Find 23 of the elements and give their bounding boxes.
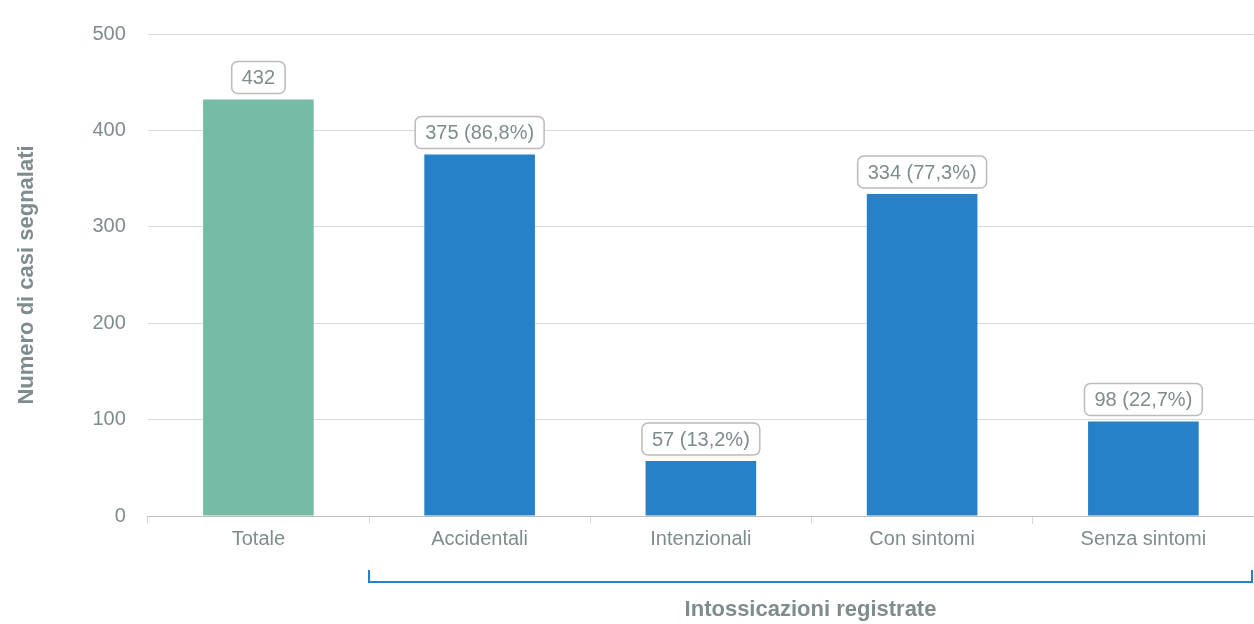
x-tick-label: Intenzionali	[650, 526, 752, 549]
data-label: 334 (77,3%)	[867, 160, 977, 183]
data-label: 375 (86,8%)	[425, 121, 535, 144]
y-tick-label: 0	[114, 503, 126, 526]
bar	[203, 99, 314, 516]
x-tick-label: Senza sintomi	[1080, 526, 1207, 549]
y-axis-title: Numero di casi segnalati	[13, 145, 39, 405]
x-tick-label: Con sintomi	[869, 526, 975, 549]
data-label: 98 (22,7%)	[1094, 388, 1193, 411]
data-label: 432	[241, 66, 276, 89]
x-axis-title: Intossicazioni registrate	[684, 596, 937, 622]
y-tick-label: 500	[92, 21, 126, 44]
y-tick-label: 400	[92, 117, 126, 140]
bar	[424, 154, 535, 516]
x-tick-label: Accidentali	[431, 526, 528, 549]
y-tick-label: 200	[92, 310, 126, 333]
y-tick-label: 100	[92, 407, 126, 430]
x-tick-label: Totale	[231, 526, 286, 549]
bar	[866, 194, 978, 516]
y-tick-label: 300	[92, 214, 126, 237]
bar	[645, 461, 757, 516]
data-label: 57 (13,2%)	[651, 427, 750, 450]
bar	[1088, 421, 1199, 516]
